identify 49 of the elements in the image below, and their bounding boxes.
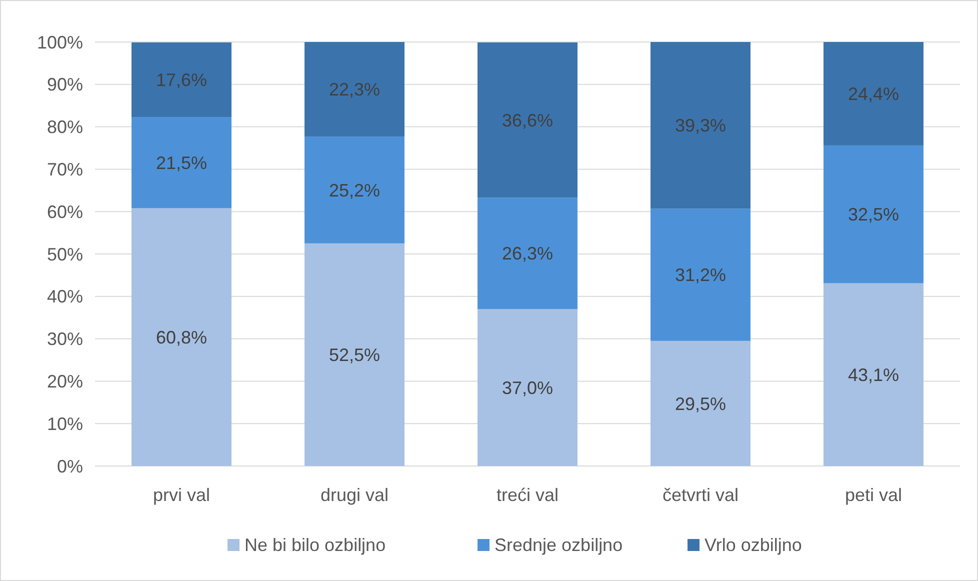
data-label: 32,5% xyxy=(848,204,900,225)
y-tick-label: 100% xyxy=(36,32,83,52)
bar xyxy=(824,42,924,146)
legend-label: Ne bi bilo ozbiljno xyxy=(244,535,386,555)
bar xyxy=(132,208,232,466)
data-label: 60,8% xyxy=(156,327,208,348)
y-tick-label: 10% xyxy=(46,414,83,434)
bar xyxy=(824,145,924,284)
x-tick-label: prvi val xyxy=(152,485,210,505)
bar xyxy=(132,117,232,208)
bar xyxy=(304,136,404,244)
y-tick-label: 0% xyxy=(56,456,83,476)
bar xyxy=(132,42,232,118)
data-label: 39,3% xyxy=(674,116,726,136)
data-label: 36,6% xyxy=(502,110,554,130)
data-label: 37,0% xyxy=(502,378,554,398)
y-tick-label: 70% xyxy=(46,160,83,180)
bar xyxy=(478,198,578,310)
bar xyxy=(650,208,750,341)
bar xyxy=(650,42,750,209)
legend-label: Srednje ozbiljno xyxy=(494,535,623,555)
bar xyxy=(478,309,578,466)
data-label: 31,2% xyxy=(674,265,726,286)
y-tick-label: 20% xyxy=(46,372,83,392)
data-label: 26,3% xyxy=(502,244,554,264)
data-label: 24,4% xyxy=(848,84,900,104)
bar xyxy=(650,340,750,466)
bar xyxy=(824,283,924,466)
data-label: 25,2% xyxy=(328,180,380,200)
y-tick-label: 60% xyxy=(46,202,83,222)
data-label: 21,5% xyxy=(156,152,208,173)
legend-label: Vrlo ozbiljno xyxy=(704,535,802,555)
data-label: 22,3% xyxy=(328,80,380,100)
y-tick-label: 50% xyxy=(46,244,83,264)
data-label: 52,5% xyxy=(328,345,380,365)
x-tick-label: četvrti val xyxy=(662,485,739,505)
y-tick-label: 40% xyxy=(46,286,83,307)
x-tick-label: drugi val xyxy=(320,485,389,505)
data-label: 43,1% xyxy=(848,364,900,385)
y-tick-label: 30% xyxy=(46,329,83,350)
y-tick-label: 90% xyxy=(46,74,83,95)
bar xyxy=(304,42,404,137)
bar xyxy=(304,243,404,466)
data-label: 29,5% xyxy=(674,394,726,414)
y-tick-label: 80% xyxy=(46,117,83,138)
data-label: 17,6% xyxy=(156,70,208,90)
bar xyxy=(478,42,578,198)
x-tick-label: treći val xyxy=(496,485,559,505)
x-tick-label: peti val xyxy=(844,485,902,505)
